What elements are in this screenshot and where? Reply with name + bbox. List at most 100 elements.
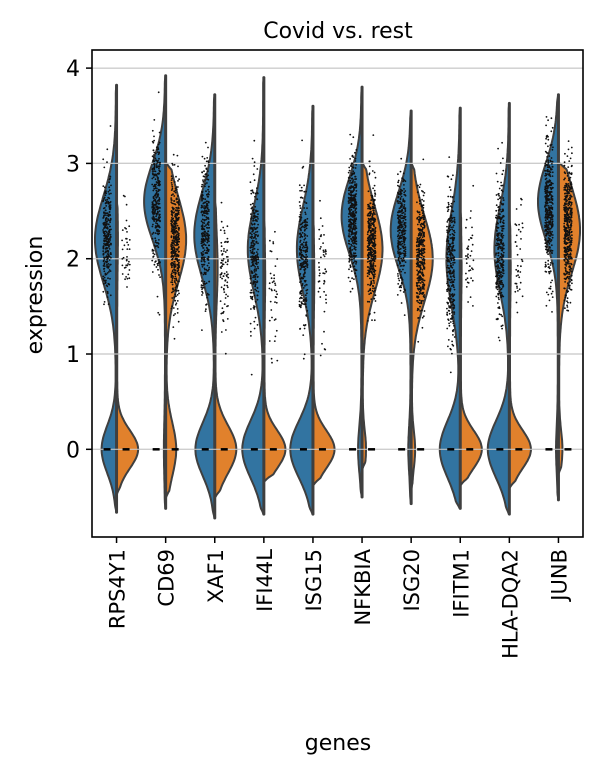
point-ISG20 (404, 222, 407, 224)
point-XAF1 (222, 287, 225, 290)
point-XAF1 (201, 196, 203, 198)
point-CD69 (176, 224, 179, 227)
point-JUNB (548, 206, 551, 209)
point-ISG20 (421, 226, 424, 229)
point-RPS4Y1 (108, 181, 111, 184)
point-NFKBIA (371, 222, 373, 225)
point-ISG15 (298, 303, 301, 306)
point-ISG20 (422, 281, 424, 284)
point-ISG15 (318, 266, 320, 268)
point-NFKBIA (347, 171, 350, 174)
point-RPS4Y1 (109, 294, 112, 297)
point-JUNB (550, 244, 553, 247)
point-NFKBIA (367, 283, 369, 286)
point-ISG15 (299, 278, 302, 280)
point-JUNB (551, 262, 554, 265)
point-JUNB (567, 225, 570, 227)
point-NFKBIA (354, 222, 357, 225)
point-CD69 (158, 232, 161, 235)
point-IFI44L (256, 168, 259, 170)
point-IFI44L (251, 230, 254, 233)
point-ISG20 (400, 209, 403, 212)
point-ISG20 (416, 191, 419, 194)
point-JUNB (566, 306, 569, 308)
point-CD69 (157, 199, 160, 201)
point-ISG20 (422, 223, 425, 226)
point-RPS4Y1 (106, 214, 108, 217)
point-JUNB (570, 212, 573, 215)
point-HLA-DQA2 (516, 253, 519, 256)
point-CD69 (151, 250, 154, 252)
point-IFI44L (254, 283, 257, 285)
point-JUNB (545, 248, 548, 251)
point-HLA-DQA2 (501, 286, 504, 288)
point-IFITM1 (447, 256, 450, 259)
point-CD69 (152, 195, 155, 198)
point-HLA-DQA2 (501, 283, 503, 286)
point-IFI44L (253, 240, 255, 242)
point-HLA-DQA2 (500, 225, 502, 228)
point-IFITM1 (451, 281, 453, 284)
point-CD69 (178, 292, 180, 295)
point-XAF1 (205, 200, 208, 203)
point-HLA-DQA2 (499, 213, 501, 216)
point-NFKBIA (374, 257, 377, 260)
point-JUNB (546, 232, 549, 235)
point-ISG20 (419, 223, 422, 226)
point-XAF1 (203, 258, 206, 261)
point-ISG15 (300, 216, 303, 219)
point-IFITM1 (468, 265, 471, 267)
point-HLA-DQA2 (521, 222, 524, 225)
point-NFKBIA (347, 196, 350, 199)
point-RPS4Y1 (104, 219, 107, 222)
point-IFI44L (255, 289, 258, 292)
point-RPS4Y1 (109, 239, 112, 241)
point-NFKBIA (374, 251, 377, 253)
point-IFITM1 (453, 220, 456, 223)
point-JUNB (545, 192, 548, 195)
point-IFI44L (249, 322, 252, 325)
point-JUNB (567, 227, 570, 229)
point-CD69 (153, 253, 156, 256)
point-NFKBIA (368, 227, 371, 230)
point-ISG15 (302, 258, 304, 261)
point-XAF1 (206, 264, 209, 267)
point-CD69 (175, 295, 177, 298)
point-HLA-DQA2 (499, 217, 501, 220)
point-RPS4Y1 (107, 219, 110, 222)
point-IFITM1 (451, 247, 453, 250)
point-IFITM1 (449, 228, 452, 231)
point-JUNB (566, 210, 569, 213)
point-JUNB (570, 216, 573, 219)
point-CD69 (157, 229, 160, 231)
point-IFI44L (251, 157, 254, 160)
point-IFITM1 (450, 178, 453, 181)
point-CD69 (171, 214, 174, 217)
point-NFKBIA (347, 200, 350, 203)
point-XAF1 (224, 297, 227, 299)
point-CD69 (156, 176, 159, 178)
point-HLA-DQA2 (497, 248, 499, 251)
point-ISG20 (422, 243, 424, 246)
point-JUNB (546, 204, 548, 207)
point-CD69 (159, 207, 161, 209)
point-CD69 (175, 230, 178, 233)
point-ISG20 (404, 213, 406, 216)
point-CD69 (174, 253, 177, 256)
point-IFI44L (253, 165, 256, 167)
point-IFI44L (253, 320, 256, 323)
point-HLA-DQA2 (495, 172, 498, 175)
point-ISG20 (422, 315, 425, 318)
point-ISG15 (306, 235, 309, 237)
point-RPS4Y1 (105, 205, 108, 207)
point-ISG15 (300, 226, 303, 229)
point-NFKBIA (368, 165, 371, 168)
point-NFKBIA (371, 290, 374, 292)
point-IFITM1 (449, 290, 452, 292)
point-JUNB (566, 214, 569, 217)
point-ISG15 (306, 207, 308, 210)
point-ISG15 (300, 256, 303, 258)
point-XAF1 (207, 262, 210, 264)
point-XAF1 (220, 245, 223, 248)
point-NFKBIA (348, 187, 350, 190)
